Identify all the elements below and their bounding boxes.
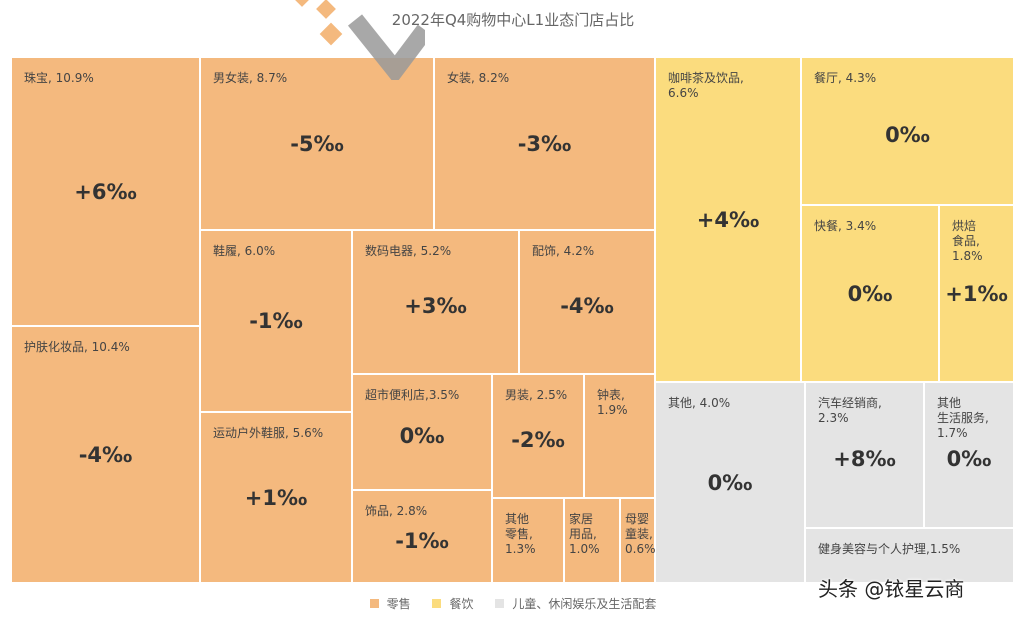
cell-change-label: 0‰ xyxy=(946,447,992,471)
cell-change-label: -2‰ xyxy=(511,428,565,452)
cell-label: 鞋履, 6.0% xyxy=(213,244,276,258)
legend-label: 餐饮 xyxy=(449,597,474,611)
treemap-cell[interactable]: 快餐, 3.4% 0‰ xyxy=(802,206,938,381)
cell-label: 快餐, 3.4% xyxy=(814,219,877,233)
cell-change-label: 0‰ xyxy=(885,123,930,147)
logo-watermark xyxy=(292,0,425,80)
cell-label: 运动户外鞋服, 5.6% xyxy=(213,426,324,440)
treemap-cell[interactable]: 餐厅, 4.3% 0‰ xyxy=(802,58,1013,204)
cell-label: 母婴 童装, 0.6% xyxy=(625,512,656,556)
cell-label: 男女装, 8.7% xyxy=(213,71,288,85)
treemap-cell[interactable]: 数码电器, 5.2% +3‰ xyxy=(353,231,518,373)
legend-swatch xyxy=(432,599,442,608)
treemap-cell[interactable]: 鞋履, 6.0% -1‰ xyxy=(201,231,351,411)
treemap-cell[interactable]: 超市便利店,3.5% 0‰ xyxy=(353,375,491,489)
cell-change-label: 0‰ xyxy=(847,281,893,306)
legend-item-retail[interactable]: 零售 xyxy=(369,595,411,612)
cell-change-label: -4‰ xyxy=(560,294,614,318)
treemap-cell[interactable]: 健身美容与个人护理,1.5% xyxy=(806,529,1013,582)
cell-label: 餐厅, 4.3% xyxy=(814,71,877,85)
cell-change-label: -5‰ xyxy=(290,131,344,156)
cell-change-label: +8‰ xyxy=(833,447,896,471)
treemap-cell[interactable]: 其他 生活服务, 1.7% 0‰ xyxy=(925,383,1013,527)
cell-label: 超市便利店,3.5% xyxy=(365,388,460,402)
treemap-cell[interactable]: 运动户外鞋服, 5.6% +1‰ xyxy=(201,413,351,582)
treemap-cell[interactable]: 其他, 4.0% 0‰ xyxy=(656,383,804,582)
cell-label: 护肤化妆品, 10.4% xyxy=(24,340,130,354)
legend-swatch xyxy=(369,599,379,608)
treemap-cell[interactable]: 汽车经销商, 2.3% +8‰ xyxy=(806,383,923,527)
treemap-cell[interactable]: 珠宝, 10.9% +6‰ xyxy=(12,58,199,325)
cell-label: 饰品, 2.8% xyxy=(365,504,428,518)
cell-label: 钟表, 1.9% xyxy=(597,388,628,417)
cell-label: 女装, 8.2% xyxy=(447,71,510,85)
treemap-cell[interactable]: 女装, 8.2% -3‰ xyxy=(435,58,654,229)
treemap-cell[interactable]: 男装, 2.5% -2‰ xyxy=(493,375,583,497)
cell-label: 其他, 4.0% xyxy=(668,396,731,410)
cell-label: 其他 零售, 1.3% xyxy=(505,512,536,556)
treemap-cell[interactable]: 护肤化妆品, 10.4% -4‰ xyxy=(12,327,199,582)
treemap-cell[interactable]: 家居 用品, 1.0% xyxy=(565,499,619,582)
cell-change-label: +6‰ xyxy=(74,179,137,204)
cell-label: 咖啡茶及饮品, 6.6% xyxy=(668,71,744,100)
treemap-cell[interactable]: 其他 零售, 1.3% xyxy=(493,499,563,582)
cell-label: 健身美容与个人护理,1.5% xyxy=(818,542,961,556)
cell-change-label: 0‰ xyxy=(707,470,753,495)
treemap-cell[interactable]: 钟表, 1.9% xyxy=(585,375,654,497)
cell-change-label: +3‰ xyxy=(404,294,467,318)
cell-label: 珠宝, 10.9% xyxy=(24,71,94,85)
treemap-cell[interactable]: 母婴 童装, 0.6% xyxy=(621,499,656,582)
cell-change-label: +1‰ xyxy=(244,485,308,510)
cell-change-label: -1‰ xyxy=(249,309,303,333)
chart-title: 2022年Q4购物中心L1业态门店占比 xyxy=(391,11,635,29)
treemap-cell[interactable]: 烘焙 食品, 1.8% +1‰ xyxy=(940,206,1013,381)
cell-label: 家居 用品, 1.0% xyxy=(569,512,600,556)
cell-change-label: 0‰ xyxy=(399,424,445,448)
cell-label: 汽车经销商, 2.3% xyxy=(818,396,882,425)
treemap-cell[interactable]: 咖啡茶及饮品, 6.6% +4‰ xyxy=(656,58,800,381)
source-watermark: 头条 @铱星云商 xyxy=(818,577,965,601)
legend-item-leisure[interactable]: 儿童、休闲娱乐及生活配套 xyxy=(495,595,656,612)
treemap-cell[interactable]: 配饰, 4.2% -4‰ xyxy=(520,231,654,373)
cell-change-label: -4‰ xyxy=(78,442,133,467)
treemap-cell[interactable]: 饰品, 2.8% -1‰ xyxy=(353,491,491,582)
cell-label: 数码电器, 5.2% xyxy=(365,244,452,258)
legend-item-food[interactable]: 餐饮 xyxy=(432,595,474,612)
cell-change-label: +4‰ xyxy=(696,207,760,232)
legend: 零售 餐饮 儿童、休闲娱乐及生活配套 xyxy=(0,595,1026,612)
cell-change-label: +1‰ xyxy=(945,281,1008,306)
treemap-cell[interactable]: 男女装, 8.7% -5‰ xyxy=(201,58,433,229)
cell-label: 配饰, 4.2% xyxy=(532,244,595,258)
legend-label: 零售 xyxy=(386,597,411,611)
cell-change-label: -3‰ xyxy=(517,131,572,156)
legend-swatch xyxy=(495,599,505,608)
legend-label: 儿童、休闲娱乐及生活配套 xyxy=(512,597,657,611)
cell-label: 其他 生活服务, 1.7% xyxy=(937,396,989,440)
cell-label: 烘焙 食品, 1.8% xyxy=(952,219,983,263)
cell-change-label: -1‰ xyxy=(395,528,449,553)
cell-label: 男装, 2.5% xyxy=(505,388,568,402)
